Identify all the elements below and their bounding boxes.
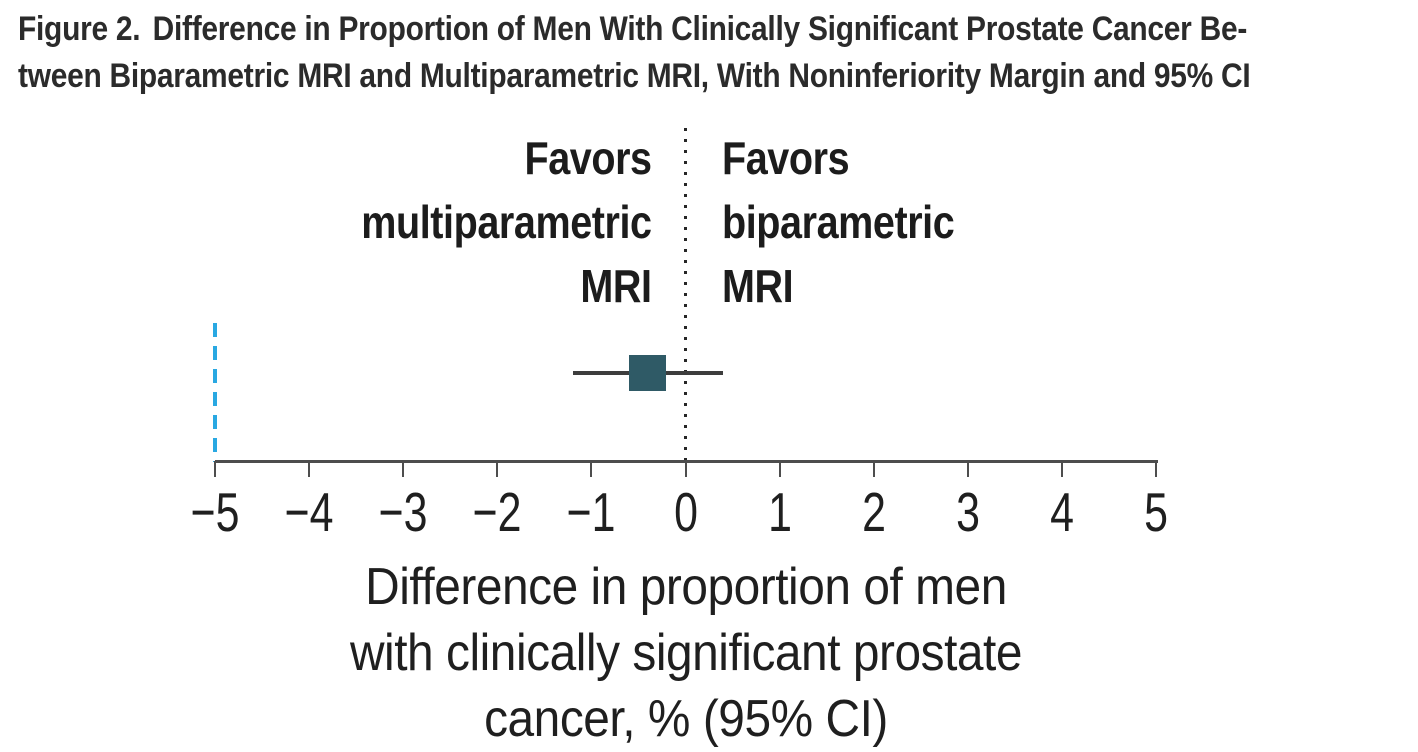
x-axis-tick-label: 2 <box>861 481 886 543</box>
favors-left-line1: Favors <box>524 132 653 184</box>
x-axis-tick-label: 1 <box>767 481 792 543</box>
favors-left-line3: MRI <box>580 260 653 312</box>
figure-title-line1: Figure 2. Difference in Proportion of Men… <box>18 6 1338 53</box>
x-axis-tick-label: −1 <box>566 481 616 543</box>
x-axis-tick <box>214 461 216 477</box>
x-axis-tick-label: −4 <box>284 481 334 543</box>
x-axis-tick <box>308 461 311 477</box>
favors-biparametric-label: Favors biparametric MRI <box>722 126 955 318</box>
favors-multiparametric-label: Favors multiparametric MRI <box>361 126 653 318</box>
x-axis-caption-line1: Difference in proportion of men <box>365 558 1007 616</box>
x-axis-tick <box>590 461 593 477</box>
x-axis-caption-line3: cancer, % (95% CI) <box>484 690 888 748</box>
x-axis-tick-label: 3 <box>955 481 980 543</box>
favors-right-line3: MRI <box>722 260 794 312</box>
zero-reference-dotted-line <box>684 128 687 462</box>
x-axis-line <box>215 460 1158 463</box>
x-axis-tick <box>872 461 875 477</box>
x-axis-tick <box>684 461 687 477</box>
x-axis-tick <box>1155 461 1157 477</box>
x-axis-tick-label: 4 <box>1049 481 1074 543</box>
favors-left-line2: multiparametric <box>361 196 653 248</box>
favors-right-line2: biparametric <box>722 196 955 248</box>
x-axis-tick <box>966 461 969 477</box>
point-estimate-marker <box>629 355 667 391</box>
noninferiority-margin-dashed-line <box>213 323 217 462</box>
x-axis-tick <box>778 461 781 477</box>
figure-number-label: Figure 2. <box>18 10 141 48</box>
x-axis-tick-label: 0 <box>673 481 698 543</box>
x-axis-caption-line2: with clinically significant prostate <box>349 624 1023 682</box>
x-axis-tick-label: −5 <box>190 481 240 543</box>
x-axis-tick-label: −2 <box>472 481 522 543</box>
figure-title-line2: tween Biparametric MRI and Multiparametr… <box>18 57 1251 95</box>
x-axis-tick <box>496 461 499 477</box>
figure-title-text-line1: Difference in Proportion of Men With Cli… <box>152 10 1248 48</box>
x-axis-tick-label: 5 <box>1144 481 1168 543</box>
x-axis-tick <box>1060 461 1063 477</box>
x-axis-tick-label: −3 <box>378 481 428 543</box>
x-axis-caption: Difference in proportion of men with cli… <box>272 554 1100 752</box>
x-axis-tick <box>402 461 405 477</box>
favors-right-line1: Favors <box>722 132 850 184</box>
figure-title: Figure 2. Difference in Proportion of Men… <box>18 6 1338 100</box>
